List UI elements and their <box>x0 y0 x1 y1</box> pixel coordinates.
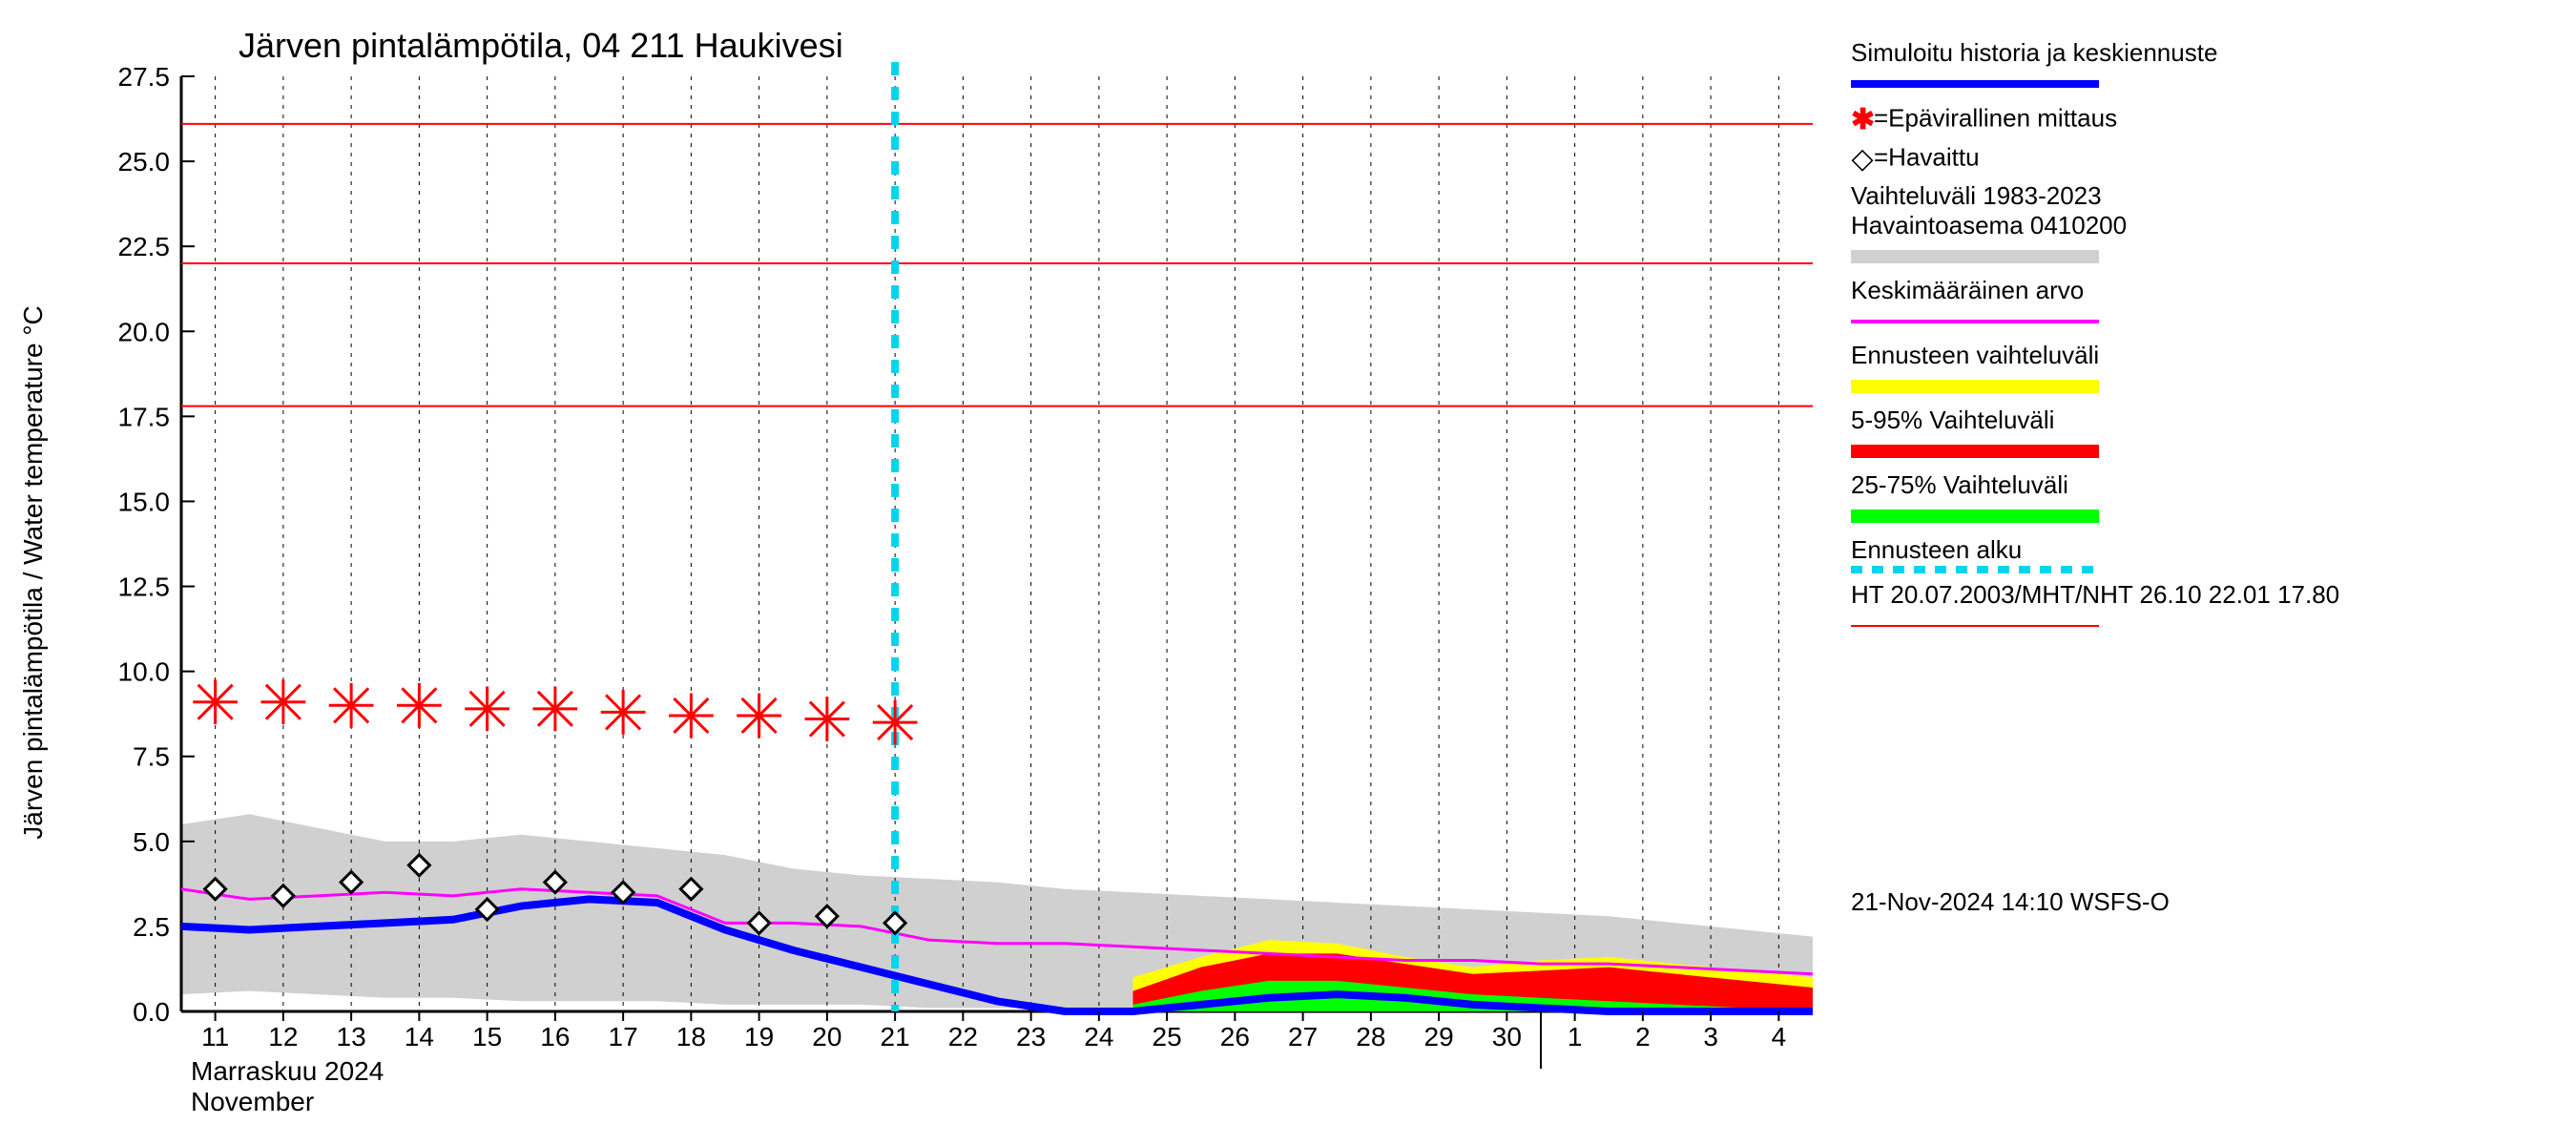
chart-area: Järven pintalämpötila, 04 211 Haukivesi 0… <box>57 10 1832 1135</box>
svg-text:26: 26 <box>1220 1022 1250 1051</box>
svg-text:1: 1 <box>1568 1022 1583 1051</box>
legend-forecast-start: Ennusteen alku <box>1851 535 2566 574</box>
svg-text:5.0: 5.0 <box>133 827 170 857</box>
svg-text:30: 30 <box>1492 1022 1522 1051</box>
svg-text:15.0: 15.0 <box>118 487 171 516</box>
svg-text:Marraskuu 2024: Marraskuu 2024 <box>191 1056 384 1086</box>
svg-text:25: 25 <box>1153 1022 1182 1051</box>
svg-text:November: November <box>191 1087 314 1116</box>
timestamp-label: 21-Nov-2024 14:10 WSFS-O <box>1851 887 2566 917</box>
svg-text:13: 13 <box>337 1022 366 1051</box>
svg-text:2.5: 2.5 <box>133 912 170 942</box>
svg-text:22: 22 <box>948 1022 978 1051</box>
svg-text:27.5: 27.5 <box>118 62 171 92</box>
svg-text:28: 28 <box>1356 1022 1385 1051</box>
y-axis-label: Järven pintalämpötila / Water temperatur… <box>10 10 57 1135</box>
svg-text:17.5: 17.5 <box>118 402 171 431</box>
svg-text:29: 29 <box>1424 1022 1454 1051</box>
legend-sim: Simuloitu historia ja keskiennuste <box>1851 38 2566 97</box>
svg-text:7.5: 7.5 <box>133 742 170 772</box>
svg-text:16: 16 <box>540 1022 570 1051</box>
legend-unofficial: ✱=Epävirallinen mittaus <box>1851 103 2566 136</box>
svg-text:23: 23 <box>1016 1022 1046 1051</box>
svg-text:0.0: 0.0 <box>133 997 170 1027</box>
svg-text:10.0: 10.0 <box>118 657 171 687</box>
legend-ht: HT 20.07.2003/MHT/NHT 26.10 22.01 17.80 <box>1851 580 2566 639</box>
legend-p25-75: 25-75% Vaihteluväli <box>1851 470 2566 530</box>
svg-text:19: 19 <box>744 1022 774 1051</box>
svg-text:Järven pintalämpötila, 04 211: Järven pintalämpötila, 04 211 Haukivesi <box>239 26 843 65</box>
svg-text:3: 3 <box>1703 1022 1718 1051</box>
legend-range: Vaihteluväli 1983-2023 Havaintoasema 041… <box>1851 181 2566 270</box>
svg-text:11: 11 <box>201 1022 229 1051</box>
svg-text:12: 12 <box>268 1022 298 1051</box>
svg-text:20: 20 <box>812 1022 841 1051</box>
svg-text:25.0: 25.0 <box>118 147 171 177</box>
legend-observed: ◇=Havaittu <box>1851 142 2566 176</box>
legend: Simuloitu historia ja keskiennuste ✱=Epä… <box>1832 10 2566 1135</box>
svg-text:2: 2 <box>1635 1022 1651 1051</box>
legend-forecast-range: Ennusteen vaihteluväli <box>1851 341 2566 400</box>
legend-p5-95: 5-95% Vaihteluväli <box>1851 406 2566 465</box>
svg-text:14: 14 <box>405 1022 434 1051</box>
svg-text:20.0: 20.0 <box>118 317 171 346</box>
svg-text:4: 4 <box>1772 1022 1787 1051</box>
svg-text:21: 21 <box>881 1022 910 1051</box>
svg-text:27: 27 <box>1288 1022 1318 1051</box>
svg-text:24: 24 <box>1084 1022 1113 1051</box>
legend-mean: Keskimääräinen arvo <box>1851 276 2566 335</box>
svg-text:17: 17 <box>609 1022 638 1051</box>
svg-text:15: 15 <box>472 1022 502 1051</box>
svg-text:22.5: 22.5 <box>118 232 171 261</box>
svg-text:18: 18 <box>676 1022 706 1051</box>
svg-text:12.5: 12.5 <box>118 572 171 602</box>
